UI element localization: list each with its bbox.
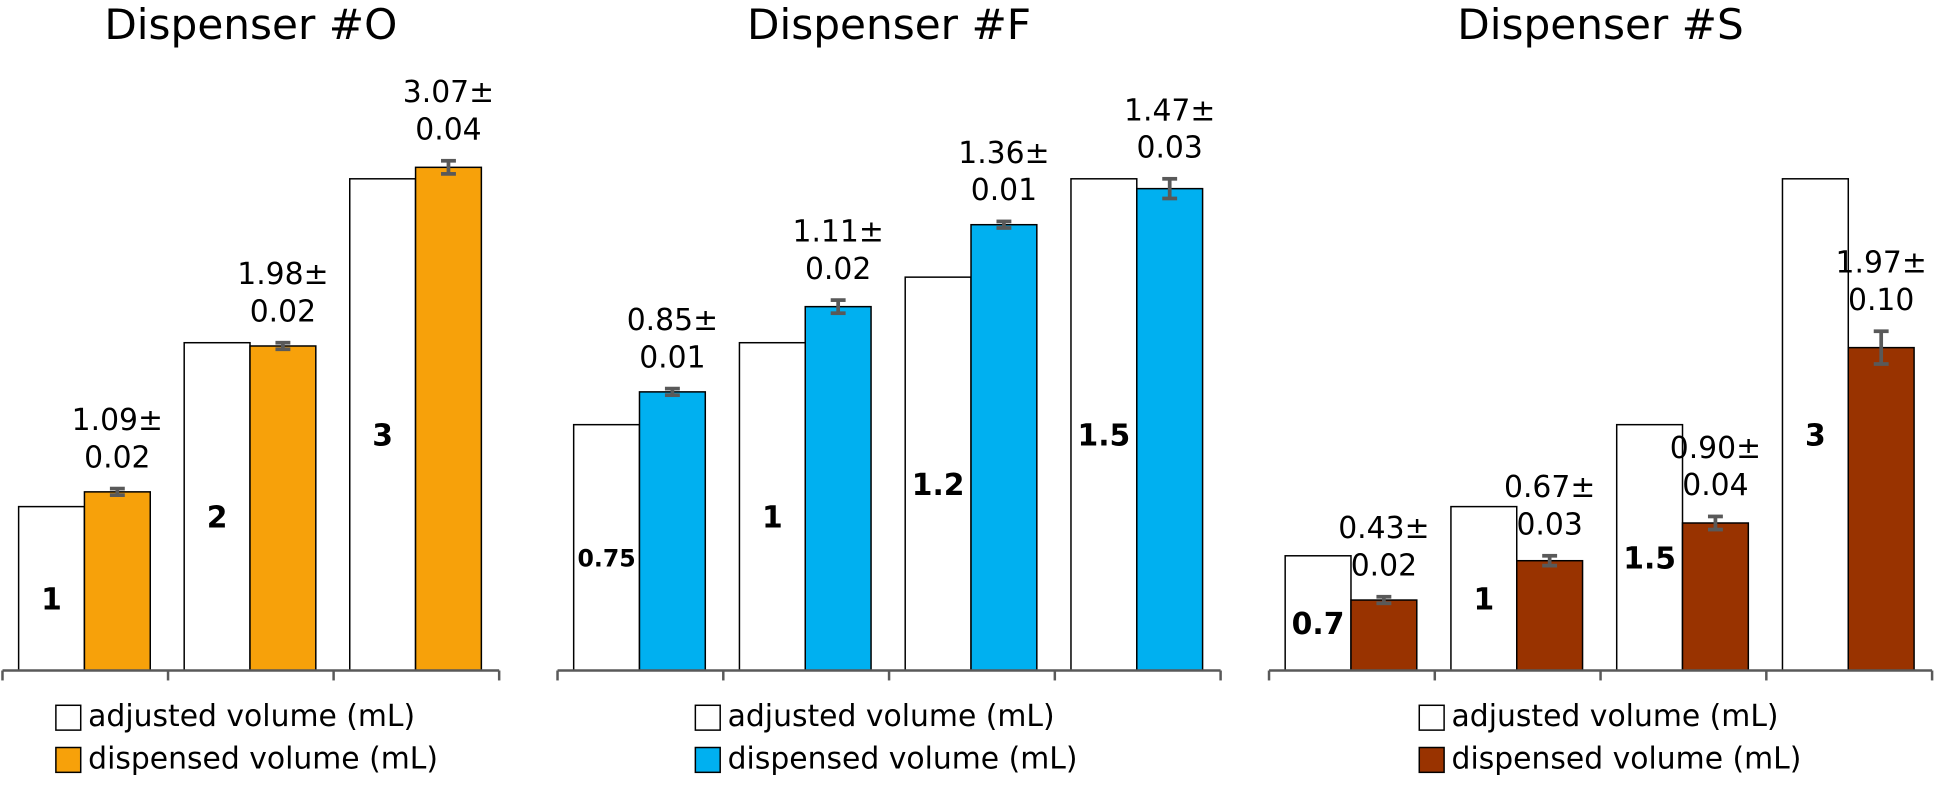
- bar: [1070, 178, 1138, 672]
- value-label: 1: [41, 582, 62, 617]
- error-label: 0.04: [1682, 468, 1748, 503]
- value-label: 3.07±: [403, 75, 494, 110]
- legend-swatch: [694, 704, 721, 731]
- bar: [1516, 559, 1584, 672]
- legend-swatch: [694, 746, 721, 774]
- bar: [1781, 178, 1850, 672]
- bar: [638, 391, 707, 672]
- legend-label: adjusted volume (mL): [1452, 699, 1779, 734]
- chart-title: Dispenser #F: [747, 0, 1031, 49]
- bar: [83, 491, 151, 672]
- legend-swatch: [1418, 746, 1445, 774]
- value-label: 1: [762, 501, 783, 536]
- error-label: 0.10: [1848, 283, 1914, 318]
- error-label: 0.02: [805, 252, 871, 287]
- value-label: 1.09±: [72, 403, 163, 438]
- bar: [970, 223, 1038, 672]
- legend-label: adjusted volume (mL): [728, 699, 1055, 734]
- value-label: 3: [1805, 419, 1826, 454]
- value-label: 3: [372, 419, 393, 454]
- value-label: 0.90±: [1670, 431, 1761, 466]
- chart-title: Dispenser #S: [1457, 0, 1744, 49]
- legend-swatch: [1418, 704, 1445, 731]
- bar: [249, 345, 317, 672]
- bar: [1136, 187, 1204, 672]
- value-label: 1.98±: [237, 257, 328, 292]
- legend-label: dispensed volume (mL): [1452, 741, 1802, 776]
- value-label: 0.67±: [1504, 470, 1595, 505]
- bar: [183, 341, 251, 672]
- legend-swatch: [55, 704, 82, 731]
- value-label: 1.97±: [1836, 246, 1927, 281]
- value-label: 0.85±: [627, 303, 718, 338]
- error-label: 0.01: [639, 340, 705, 375]
- value-label: 1.2: [912, 468, 965, 503]
- value-label: 1: [1473, 582, 1494, 617]
- bar: [804, 305, 872, 672]
- bar: [1615, 423, 1684, 672]
- value-label: 0.75: [577, 545, 635, 573]
- error-label: 0.04: [415, 112, 481, 147]
- bar: [1681, 522, 1750, 672]
- legend-label: adjusted volume (mL): [88, 699, 415, 734]
- legend-label: dispensed volume (mL): [88, 741, 438, 776]
- bar: [1350, 599, 1418, 672]
- value-label: 2: [207, 501, 228, 536]
- error-label: 0.01: [971, 173, 1037, 208]
- value-label: 1.5: [1623, 542, 1676, 577]
- legend-swatch: [55, 746, 82, 774]
- error-label: 0.03: [1516, 507, 1582, 542]
- bar: [17, 505, 86, 672]
- value-label: 1.5: [1077, 419, 1130, 454]
- value-label: 0.43±: [1338, 511, 1429, 546]
- value-label: 0.7: [1292, 607, 1345, 642]
- bar: [414, 166, 483, 672]
- chart-title: Dispenser #O: [104, 0, 397, 49]
- value-label: 1.36±: [958, 136, 1049, 171]
- error-label: 0.02: [84, 440, 150, 475]
- error-label: 0.03: [1137, 131, 1203, 166]
- value-label: 1.47±: [1124, 93, 1215, 128]
- bar: [1847, 346, 1915, 672]
- error-label: 0.02: [250, 294, 316, 329]
- value-label: 1.11±: [792, 215, 883, 250]
- bar: [1450, 505, 1518, 672]
- error-label: 0.02: [1351, 548, 1417, 583]
- bar: [1284, 555, 1352, 672]
- legend-label: dispensed volume (mL): [728, 741, 1078, 776]
